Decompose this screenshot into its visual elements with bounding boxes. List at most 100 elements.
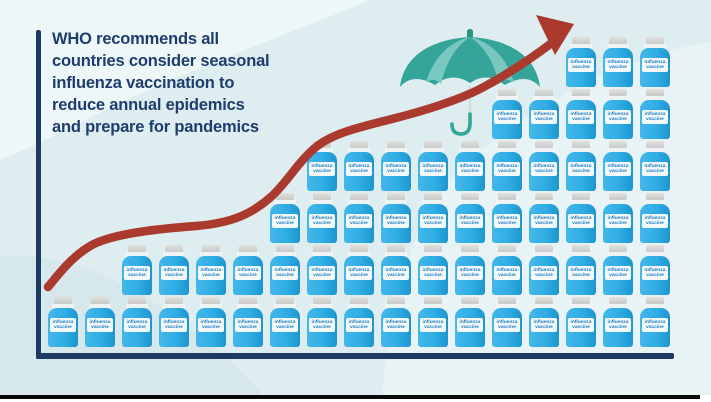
vaccine-vial-icon: influenza vaccine bbox=[381, 193, 411, 243]
vial-cap bbox=[313, 193, 331, 200]
vial-cap bbox=[350, 141, 368, 148]
vial-cap bbox=[609, 193, 627, 200]
vial-neck bbox=[163, 252, 185, 256]
vial-label: influenza vaccine bbox=[383, 214, 409, 228]
vaccine-vial-icon: influenza vaccine bbox=[529, 297, 559, 347]
vial-label: influenza vaccine bbox=[531, 266, 557, 280]
vial-label: influenza vaccine bbox=[605, 214, 631, 228]
vial-cap bbox=[535, 245, 553, 252]
vaccine-vial-icon: influenza vaccine bbox=[492, 89, 522, 139]
vial-neck bbox=[163, 304, 185, 308]
vial-neck bbox=[644, 44, 666, 48]
vaccine-vial-icon: influenza vaccine bbox=[603, 297, 633, 347]
vaccine-vial-icon: influenza vaccine bbox=[529, 245, 559, 295]
vial-label: influenza vaccine bbox=[420, 214, 446, 228]
vial-label: influenza vaccine bbox=[494, 110, 520, 124]
vial-cap bbox=[128, 297, 146, 304]
vaccine-vial-icon: influenza vaccine bbox=[196, 297, 226, 347]
vaccine-vial-icon: influenza vaccine bbox=[381, 245, 411, 295]
vaccine-vial-icon: influenza vaccine bbox=[233, 297, 263, 347]
vial-label: influenza vaccine bbox=[605, 318, 631, 332]
vial-label: influenza vaccine bbox=[309, 318, 335, 332]
vial-cap bbox=[239, 297, 257, 304]
vial-cap bbox=[646, 245, 664, 252]
title-line: reduce annual epidemics bbox=[52, 96, 245, 114]
vial-neck bbox=[126, 304, 148, 308]
vial-label: influenza vaccine bbox=[309, 214, 335, 228]
vial-label: influenza vaccine bbox=[161, 266, 187, 280]
vaccine-vial-icon: influenza vaccine bbox=[603, 141, 633, 191]
vial-cap bbox=[387, 297, 405, 304]
vial-cap bbox=[572, 297, 590, 304]
vial-cap bbox=[313, 297, 331, 304]
vial-label: influenza vaccine bbox=[87, 318, 113, 332]
vial-cap bbox=[276, 193, 294, 200]
vial-neck bbox=[422, 252, 444, 256]
vaccine-vial-icon: influenza vaccine bbox=[344, 245, 374, 295]
vial-neck bbox=[385, 148, 407, 152]
vaccine-vial-icon: influenza vaccine bbox=[122, 297, 152, 347]
vial-label: influenza vaccine bbox=[346, 318, 372, 332]
vial-cap bbox=[276, 245, 294, 252]
vial-label: influenza vaccine bbox=[605, 110, 631, 124]
vial-cap bbox=[535, 193, 553, 200]
vial-neck bbox=[607, 252, 629, 256]
vaccine-vial-icon: influenza vaccine bbox=[270, 245, 300, 295]
vaccine-vial-icon: influenza vaccine bbox=[344, 193, 374, 243]
vial-cap bbox=[350, 297, 368, 304]
vial-neck bbox=[126, 252, 148, 256]
umbrella-hook bbox=[450, 112, 472, 136]
vial-label: influenza vaccine bbox=[383, 162, 409, 176]
wave-top-left bbox=[0, 0, 370, 160]
vial-neck bbox=[644, 96, 666, 100]
chart-title: WHO recommends all countries consider se… bbox=[52, 28, 270, 138]
vial-label: influenza vaccine bbox=[457, 162, 483, 176]
vial-cap bbox=[535, 141, 553, 148]
vial-neck bbox=[644, 200, 666, 204]
vial-neck bbox=[348, 148, 370, 152]
vial-label: influenza vaccine bbox=[235, 266, 261, 280]
vial-label: influenza vaccine bbox=[383, 318, 409, 332]
vial-label: influenza vaccine bbox=[161, 318, 187, 332]
vial-cap bbox=[276, 297, 294, 304]
title-line: influenza vaccination to bbox=[52, 74, 235, 92]
vial-cap bbox=[313, 245, 331, 252]
vial-neck bbox=[459, 148, 481, 152]
bottom-rule bbox=[0, 395, 700, 399]
vial-cap bbox=[461, 141, 479, 148]
vaccine-vial-icon: influenza vaccine bbox=[603, 37, 633, 87]
vial-neck bbox=[200, 252, 222, 256]
vaccine-vial-icon: influenza vaccine bbox=[307, 297, 337, 347]
vial-label: influenza vaccine bbox=[568, 58, 594, 72]
vial-cap bbox=[572, 89, 590, 96]
vial-label: influenza vaccine bbox=[346, 162, 372, 176]
vial-cap bbox=[535, 89, 553, 96]
vaccine-vial-icon: influenza vaccine bbox=[640, 297, 670, 347]
vaccine-vial-icon: influenza vaccine bbox=[566, 37, 596, 87]
vial-neck bbox=[348, 252, 370, 256]
vaccine-vial-icon: influenza vaccine bbox=[640, 37, 670, 87]
vial-label: influenza vaccine bbox=[568, 318, 594, 332]
vial-cap bbox=[350, 245, 368, 252]
vial-cap bbox=[202, 245, 220, 252]
vial-cap bbox=[572, 193, 590, 200]
vial-neck bbox=[274, 200, 296, 204]
vaccine-vial-icon: influenza vaccine bbox=[640, 89, 670, 139]
vial-cap bbox=[461, 297, 479, 304]
vaccine-vial-icon: influenza vaccine bbox=[455, 193, 485, 243]
vial-cap bbox=[609, 141, 627, 148]
vial-cap bbox=[424, 193, 442, 200]
vial-cap bbox=[461, 193, 479, 200]
vial-label: influenza vaccine bbox=[642, 110, 668, 124]
vial-label: influenza vaccine bbox=[568, 162, 594, 176]
vial-neck bbox=[496, 252, 518, 256]
vial-neck bbox=[533, 304, 555, 308]
vaccine-vial-icon: influenza vaccine bbox=[566, 297, 596, 347]
vial-label: influenza vaccine bbox=[605, 58, 631, 72]
vial-cap bbox=[609, 89, 627, 96]
vaccine-vial-icon: influenza vaccine bbox=[196, 245, 226, 295]
vial-cap bbox=[498, 297, 516, 304]
vial-cap bbox=[498, 193, 516, 200]
vial-neck bbox=[311, 148, 333, 152]
